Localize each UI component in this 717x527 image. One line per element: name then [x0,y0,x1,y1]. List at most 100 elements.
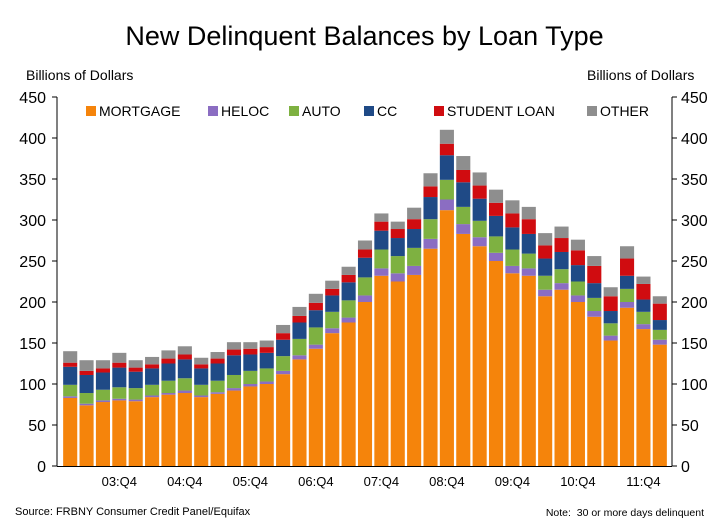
bar-heloc-29 [538,289,553,297]
bar-mortgage-31 [570,302,585,466]
bar-student-loan-26 [488,202,504,216]
legend-label: MORTGAGE [99,103,181,119]
bar-auto-29 [538,275,553,290]
bar-other-33 [603,287,618,297]
bar-student-loan-27 [505,213,520,228]
bar-auto-8 [194,384,209,396]
legend-item-heloc: HELOC [208,103,269,119]
bar-other-32 [587,256,602,266]
bar-student-loan-19 [374,221,389,231]
bar-cc-24 [456,182,471,207]
bar-cc-16 [325,295,340,312]
bar-heloc-4 [128,399,143,402]
bar-heloc-12 [259,381,274,384]
bar-student-loan-5 [145,364,160,369]
bar-mortgage-2 [95,402,110,466]
bar-mortgage-11 [243,386,258,466]
bar-student-loan-23 [439,143,454,156]
bar-auto-16 [325,311,340,329]
bar-auto-30 [554,269,569,284]
bar-other-0 [63,351,78,363]
bar-cc-34 [620,275,635,289]
y-tick-label-left: 100 [19,377,46,394]
bar-mortgage-8 [194,397,209,466]
bar-auto-1 [79,393,94,404]
bar-mortgage-22 [423,248,438,466]
bar-heloc-11 [243,384,258,387]
y-tick-label-right: 300 [681,213,708,230]
bar-other-7 [177,346,192,355]
bar-other-2 [95,360,110,369]
bar-other-34 [620,246,635,259]
bar-other-29 [538,233,553,246]
bar-heloc-31 [570,295,585,302]
bar-student-loan-13 [276,333,291,340]
bar-mortgage-27 [505,273,520,466]
y-tick-label-right: 0 [681,459,690,476]
bar-cc-18 [357,257,373,278]
legend-item-cc: CC [364,103,397,119]
bar-heloc-32 [587,311,602,317]
bar-other-11 [243,342,258,349]
bar-heloc-17 [341,317,356,323]
bar-auto-6 [161,380,176,394]
y-tick-label-left: 50 [28,418,46,435]
legend-swatch-cc [364,106,374,116]
bar-mortgage-7 [177,393,192,466]
bar-heloc-35 [636,324,651,330]
bar-student-loan-30 [554,238,569,252]
legend-swatch-mortgage [86,106,96,116]
bar-mortgage-12 [259,384,274,466]
bar-auto-33 [603,323,618,336]
bar-cc-17 [341,282,356,301]
bar-other-36 [652,296,667,304]
bar-auto-23 [439,179,454,200]
y-axis-label-right: Billions of Dollars [587,67,695,83]
legend-swatch-student-loan [434,106,444,116]
bar-student-loan-35 [636,283,651,300]
bar-other-13 [276,324,291,334]
bar-cc-6 [161,363,176,381]
bar-heloc-2 [95,400,110,403]
bar-auto-32 [587,297,602,312]
bar-cc-29 [538,258,553,276]
bar-student-loan-28 [521,219,536,234]
bar-auto-13 [276,356,291,371]
bar-heloc-19 [374,268,389,276]
bar-cc-11 [243,354,258,371]
y-tick-label-left: 400 [19,131,46,148]
bar-student-loan-11 [243,348,258,355]
bar-cc-14 [292,322,307,339]
bar-auto-25 [472,220,487,238]
bar-heloc-21 [407,265,422,275]
bar-auto-20 [390,256,405,274]
bar-other-15 [308,293,323,303]
bar-mortgage-16 [325,333,340,466]
bar-mortgage-28 [521,275,536,466]
bar-mortgage-30 [554,289,569,466]
bar-student-loan-24 [456,169,471,183]
chart-title: New Delinquent Balances by Loan Type [125,21,604,51]
bar-cc-12 [259,352,274,369]
bar-other-4 [128,360,143,368]
bar-auto-28 [521,253,536,269]
bar-student-loan-32 [587,265,602,284]
bar-other-1 [79,360,94,371]
bar-other-3 [112,352,127,363]
bar-mortgage-0 [63,397,78,466]
bar-auto-21 [407,247,422,266]
legend-item-other: OTHER [587,103,649,119]
bar-mortgage-14 [292,359,307,466]
bar-student-loan-15 [308,302,323,311]
bar-mortgage-23 [439,210,454,466]
y-tick-label-right: 200 [681,295,708,312]
bar-heloc-36 [652,339,667,345]
bar-other-22 [423,173,438,187]
y-tick-label-right: 250 [681,254,708,271]
bar-mortgage-33 [603,340,618,466]
bar-heloc-16 [325,328,340,334]
legend-item-auto: AUTO [289,103,341,119]
y-tick-label-left: 250 [19,254,46,271]
legend-item-mortgage: MORTGAGE [86,103,180,119]
